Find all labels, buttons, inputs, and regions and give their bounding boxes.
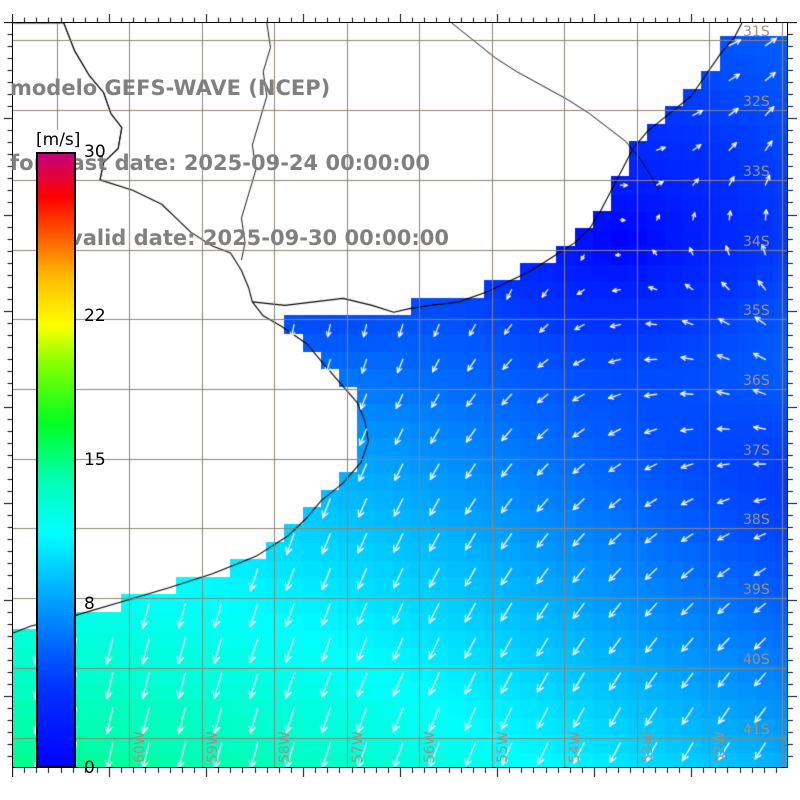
right-axis-ruler — [788, 22, 797, 768]
colorbar-gradient — [36, 152, 76, 768]
wind-vector-arrows — [13, 23, 787, 767]
top-axis-ruler — [12, 14, 788, 22]
colorbar-tick-8: 8 — [84, 593, 95, 614]
left-axis-ruler — [4, 22, 12, 768]
bottom-axis-ruler — [12, 768, 788, 777]
colorbar-tick-15: 15 — [84, 450, 106, 470]
colorbar-tick-0: 0 — [84, 758, 95, 778]
colorbar-tick-22: 22 — [84, 306, 106, 327]
colorbar: [m/s] 30 22 15 8 0 — [18, 130, 126, 778]
colorbar-unit-label: [m/s] — [34, 130, 83, 150]
colorbar-tick-30: 30 — [84, 142, 106, 162]
